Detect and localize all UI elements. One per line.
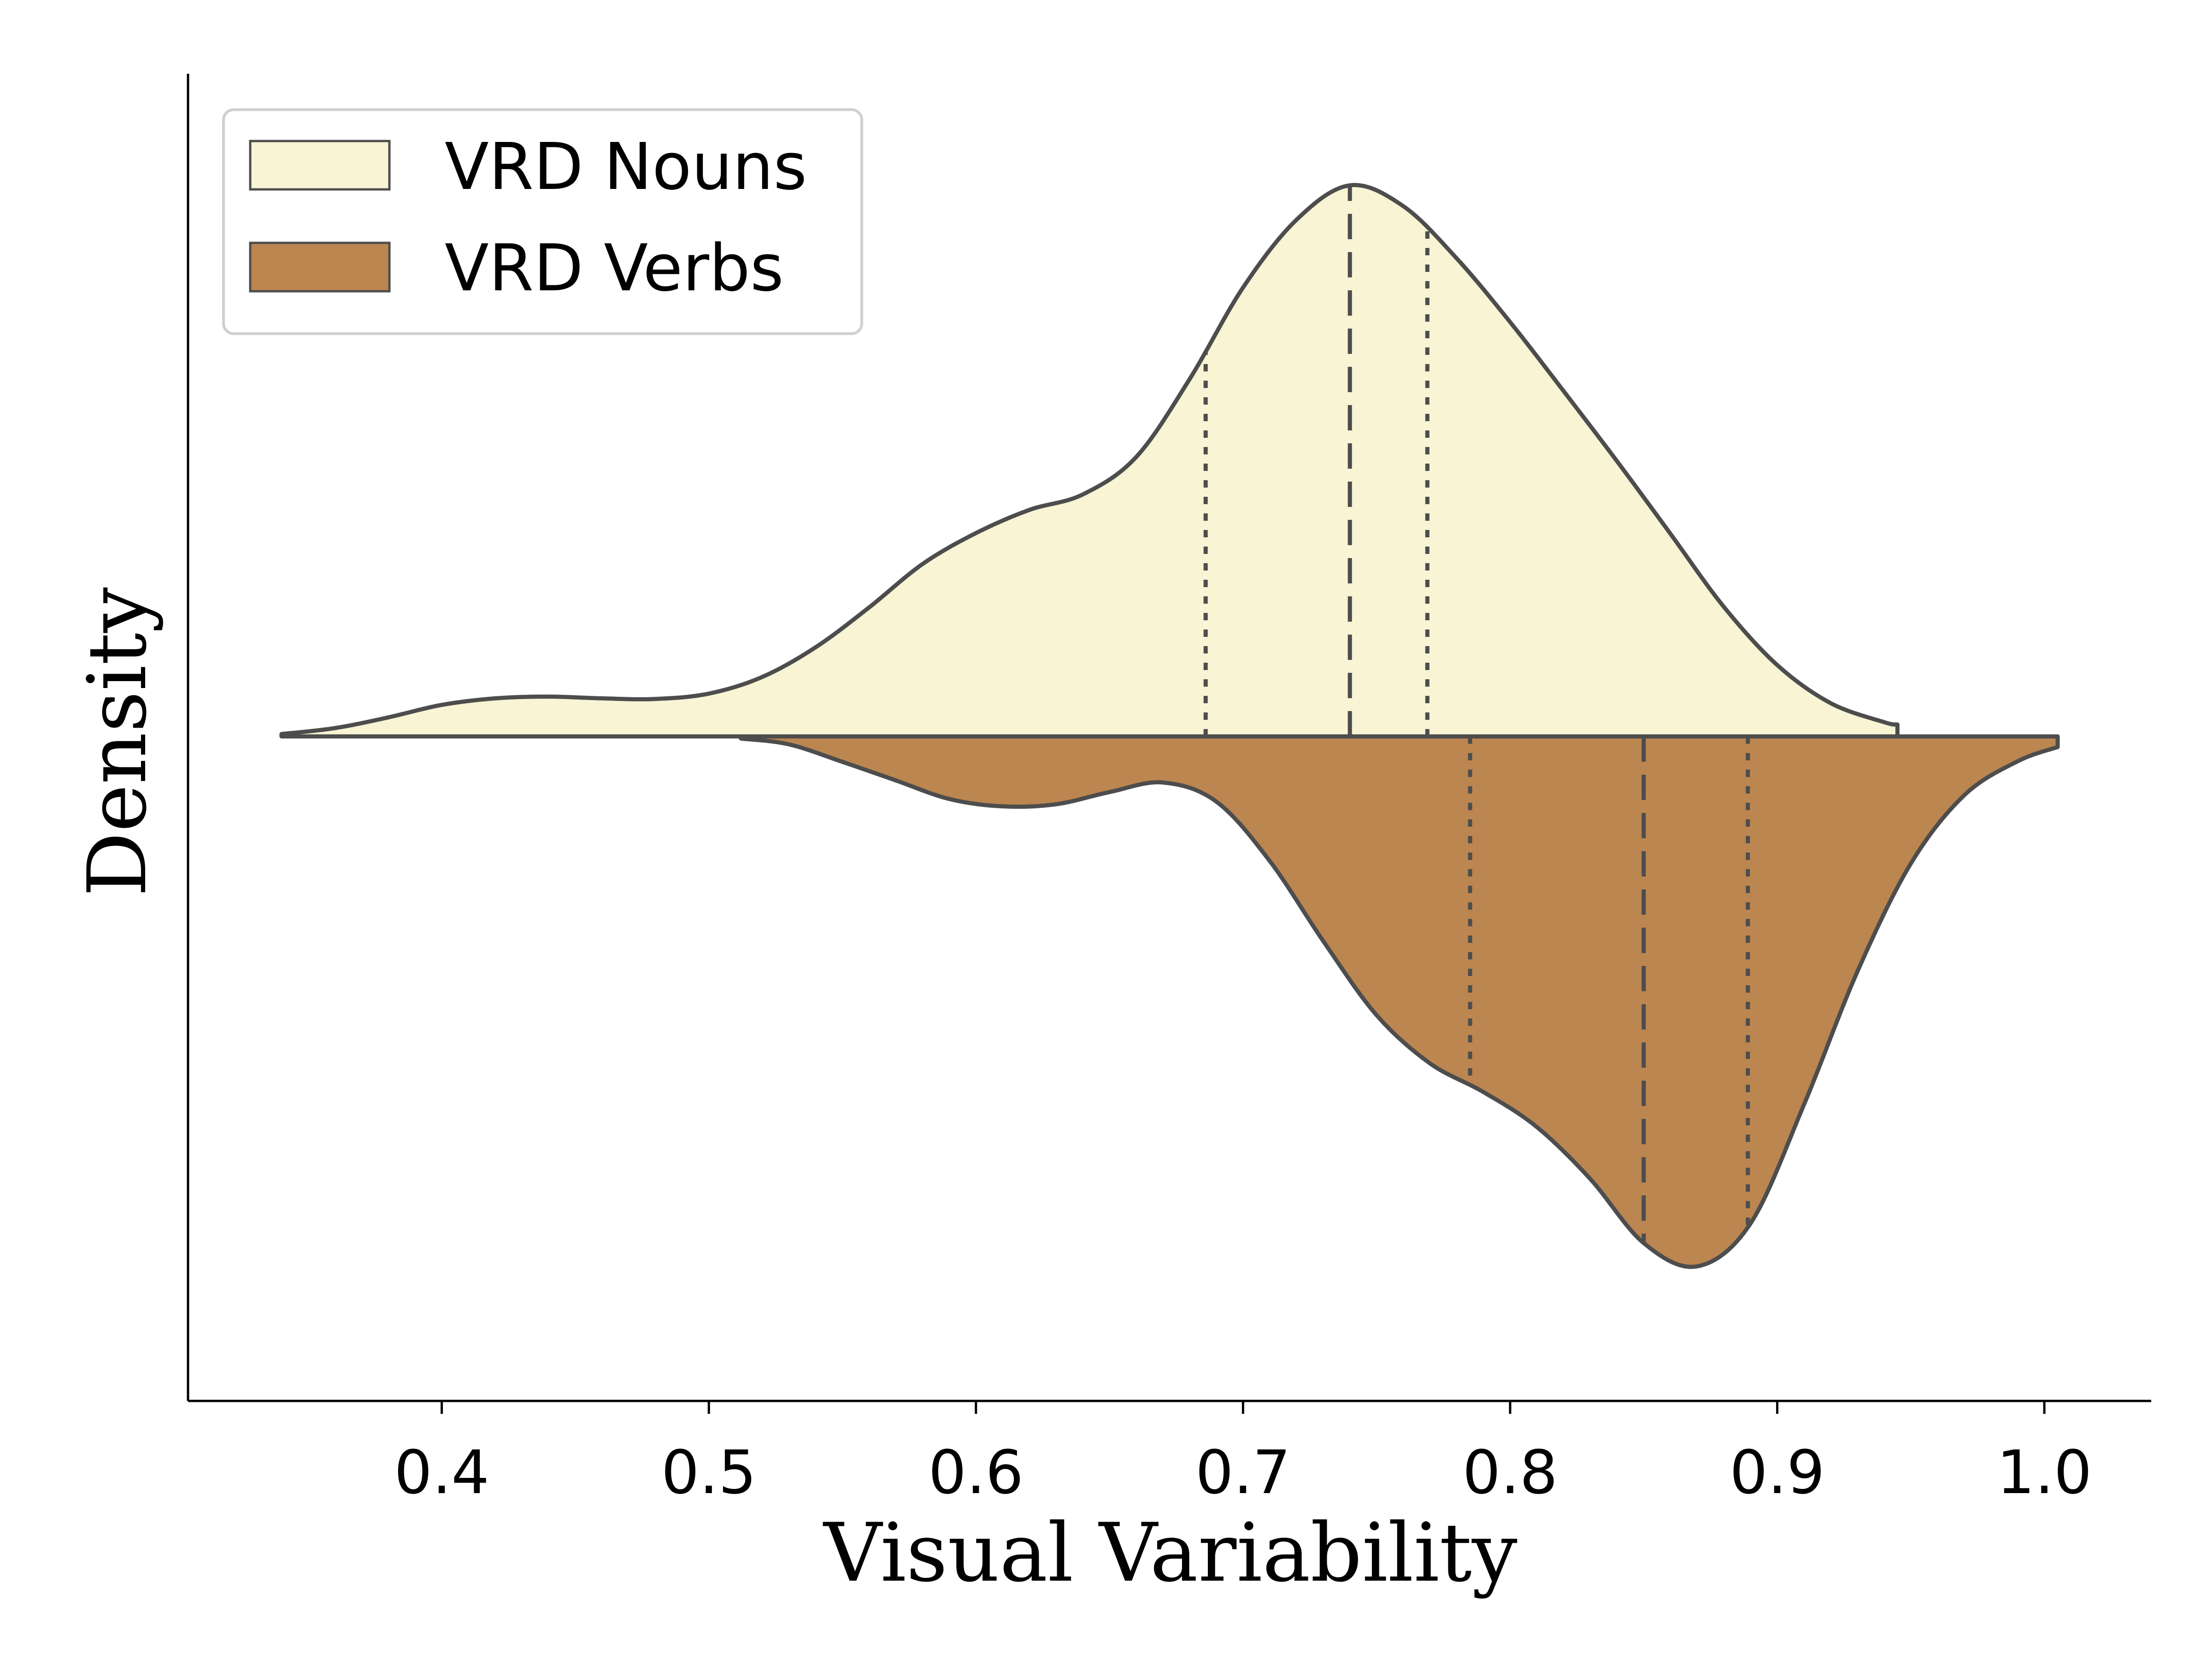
x-tick-label: 1.0	[1997, 1437, 2092, 1507]
legend: VRD Nouns VRD Verbs	[222, 108, 863, 335]
legend-swatch-verbs	[249, 241, 391, 293]
violin-nouns	[279, 183, 1900, 739]
legend-label-nouns: VRD Nouns	[445, 129, 807, 205]
violins-layer	[279, 183, 2060, 1269]
x-tick-label: 0.7	[1195, 1437, 1291, 1507]
violin-verbs	[739, 734, 2060, 1269]
x-ticks: 0.4 0.5 0.6 0.7 0.8 0.9 1.0	[394, 1401, 2092, 1507]
x-tick-label: 0.8	[1463, 1437, 1558, 1507]
x-tick-label: 0.5	[661, 1437, 757, 1507]
y-axis-title: Density	[71, 587, 165, 897]
x-tick-label: 0.4	[394, 1437, 489, 1507]
x-tick-label: 0.9	[1730, 1437, 1825, 1507]
legend-swatch-nouns	[249, 140, 391, 191]
x-axis-title: Visual Variability	[823, 1506, 1518, 1600]
plot-area: 0.4 0.5 0.6 0.7 0.8 0.9 1.0	[187, 74, 2151, 1507]
x-tick-label: 0.6	[928, 1437, 1024, 1507]
legend-label-verbs: VRD Verbs	[445, 231, 784, 306]
